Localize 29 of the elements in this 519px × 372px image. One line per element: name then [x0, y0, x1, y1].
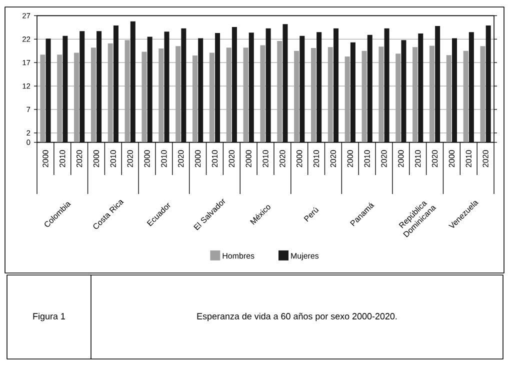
bar: [300, 36, 305, 142]
bar: [486, 26, 491, 142]
text: Esperanza de vida a 60 años por sexo 2000-2020.: [197, 312, 397, 322]
bar: [266, 28, 271, 142]
bar: [80, 31, 85, 142]
bar: [130, 21, 136, 142]
bar: [181, 28, 186, 142]
bar: [215, 33, 220, 142]
bar: [46, 38, 51, 142]
bar: [147, 36, 152, 142]
bar: [113, 26, 118, 142]
bar: [334, 28, 339, 142]
bar: [164, 32, 170, 142]
bar: [316, 32, 322, 142]
bar: [62, 36, 68, 142]
bar: [248, 32, 254, 142]
bar: [468, 32, 474, 142]
bar: [418, 34, 424, 142]
bar: [350, 42, 356, 142]
bar: [282, 24, 288, 142]
bar: [401, 40, 406, 142]
bar: [198, 38, 204, 142]
bar: [367, 34, 372, 142]
bar: [435, 26, 440, 142]
bar: [452, 38, 457, 142]
bar: [384, 28, 390, 142]
bar: [232, 26, 237, 142]
bar: [96, 31, 102, 142]
text: Figura 1: [33, 312, 65, 322]
